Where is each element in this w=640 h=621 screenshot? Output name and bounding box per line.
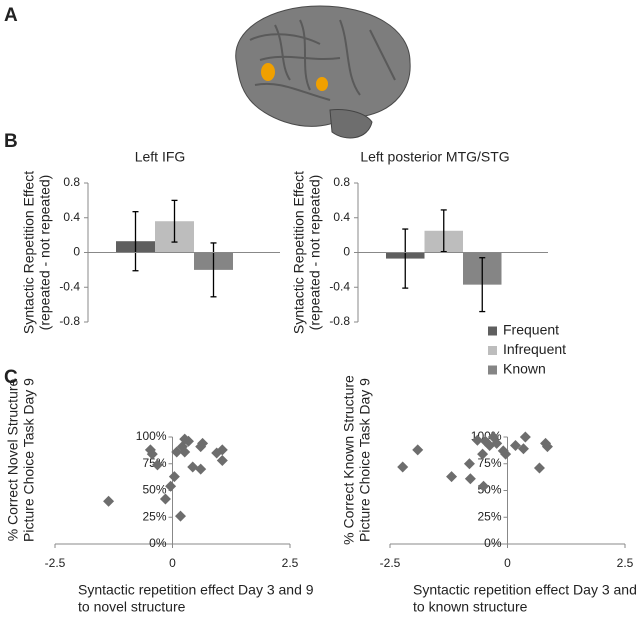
data-point bbox=[187, 461, 199, 473]
x-axis-label: to known structure bbox=[413, 599, 528, 615]
data-point bbox=[471, 434, 483, 446]
y-tick-label: 0.8 bbox=[63, 175, 80, 189]
data-point bbox=[146, 448, 158, 460]
y-axis-label: Picture Choice Task Day 9 bbox=[357, 378, 373, 542]
data-point bbox=[197, 437, 209, 449]
y-axis-label: (repeated - not repeated) bbox=[307, 175, 323, 331]
x-tick-label: 0 bbox=[504, 556, 511, 570]
y-axis-label: % Correct Known Structure bbox=[341, 375, 357, 545]
error-bar bbox=[210, 242, 217, 298]
data-point bbox=[397, 461, 409, 473]
x-axis-label: Syntactic repetition effect Day 3 and 9 bbox=[78, 582, 314, 598]
y-tick-label: 0 bbox=[73, 245, 80, 259]
y-axis-label: Syntactic Repetition Effect bbox=[291, 171, 307, 334]
data-point bbox=[509, 440, 521, 452]
data-point bbox=[165, 480, 177, 492]
y-tick-label: 25% bbox=[477, 509, 501, 523]
data-point bbox=[216, 444, 228, 456]
y-axis-label: Syntactic Repetition Effect bbox=[21, 171, 37, 334]
y-axis-label: % Correct Novel Structure bbox=[5, 378, 21, 541]
legend-label: Frequent bbox=[503, 322, 559, 338]
error-bar bbox=[132, 211, 139, 272]
y-tick-label: -0.8 bbox=[59, 314, 80, 328]
data-point bbox=[478, 480, 490, 492]
y-tick-label: -0.4 bbox=[329, 279, 350, 293]
x-axis-label: to novel structure bbox=[78, 599, 186, 615]
data-point bbox=[195, 463, 207, 475]
panel-label: B bbox=[4, 131, 18, 152]
data-point bbox=[491, 437, 503, 449]
data-point bbox=[174, 510, 186, 522]
y-tick-label: -0.4 bbox=[59, 279, 80, 293]
x-tick-label: 0 bbox=[169, 556, 176, 570]
x-tick-label: 2.5 bbox=[617, 556, 634, 570]
y-tick-label: 25% bbox=[142, 509, 166, 523]
legend-swatch bbox=[488, 326, 497, 336]
error-bar bbox=[402, 228, 409, 289]
data-point bbox=[446, 471, 458, 483]
x-tick-label: -2.5 bbox=[45, 556, 66, 570]
y-tick-label: 0% bbox=[149, 536, 167, 550]
data-point bbox=[168, 471, 180, 483]
data-point bbox=[103, 495, 115, 507]
legend-swatch bbox=[488, 346, 497, 355]
legend-label: Known bbox=[503, 361, 546, 377]
y-tick-label: 0.4 bbox=[333, 210, 350, 224]
data-point bbox=[477, 448, 489, 460]
data-point bbox=[179, 446, 191, 458]
y-tick-label: 0 bbox=[343, 245, 350, 259]
data-point bbox=[216, 455, 228, 467]
y-tick-label: 0.8 bbox=[333, 175, 350, 189]
data-point bbox=[151, 459, 163, 471]
data-point bbox=[517, 443, 529, 455]
y-axis-label: Picture Choice Task Day 9 bbox=[21, 378, 37, 542]
data-point bbox=[463, 458, 475, 470]
y-tick-label: 100% bbox=[136, 429, 167, 443]
y-axis-label: (repeated - not repeated) bbox=[37, 175, 53, 331]
x-tick-label: 2.5 bbox=[282, 556, 299, 570]
panel-label: A bbox=[4, 5, 18, 26]
data-point bbox=[159, 493, 171, 505]
error-bar bbox=[440, 209, 447, 253]
y-tick-label: 0.4 bbox=[63, 210, 80, 224]
error-bar bbox=[479, 257, 486, 313]
data-point bbox=[412, 444, 424, 456]
error-bar bbox=[171, 199, 178, 243]
legend-swatch bbox=[488, 365, 497, 375]
data-point bbox=[464, 473, 476, 485]
x-axis-label: Syntactic repetition effect Day 3 and 9 bbox=[413, 582, 640, 598]
brain-image bbox=[235, 5, 411, 139]
y-tick-label: 50% bbox=[142, 483, 166, 497]
panel-label: C bbox=[4, 367, 18, 388]
y-tick-label: 75% bbox=[477, 456, 501, 470]
data-point bbox=[500, 448, 512, 460]
data-point bbox=[519, 431, 531, 443]
x-tick-label: -2.5 bbox=[380, 556, 401, 570]
chart-title: Left IFG bbox=[135, 149, 186, 165]
data-point bbox=[541, 441, 553, 453]
data-point bbox=[182, 435, 194, 447]
data-point bbox=[533, 462, 545, 474]
legend-label: Infrequent bbox=[503, 341, 566, 357]
y-tick-label: 0% bbox=[484, 536, 502, 550]
chart-title: Left posterior MTG/STG bbox=[360, 149, 509, 165]
y-tick-label: -0.8 bbox=[329, 314, 350, 328]
